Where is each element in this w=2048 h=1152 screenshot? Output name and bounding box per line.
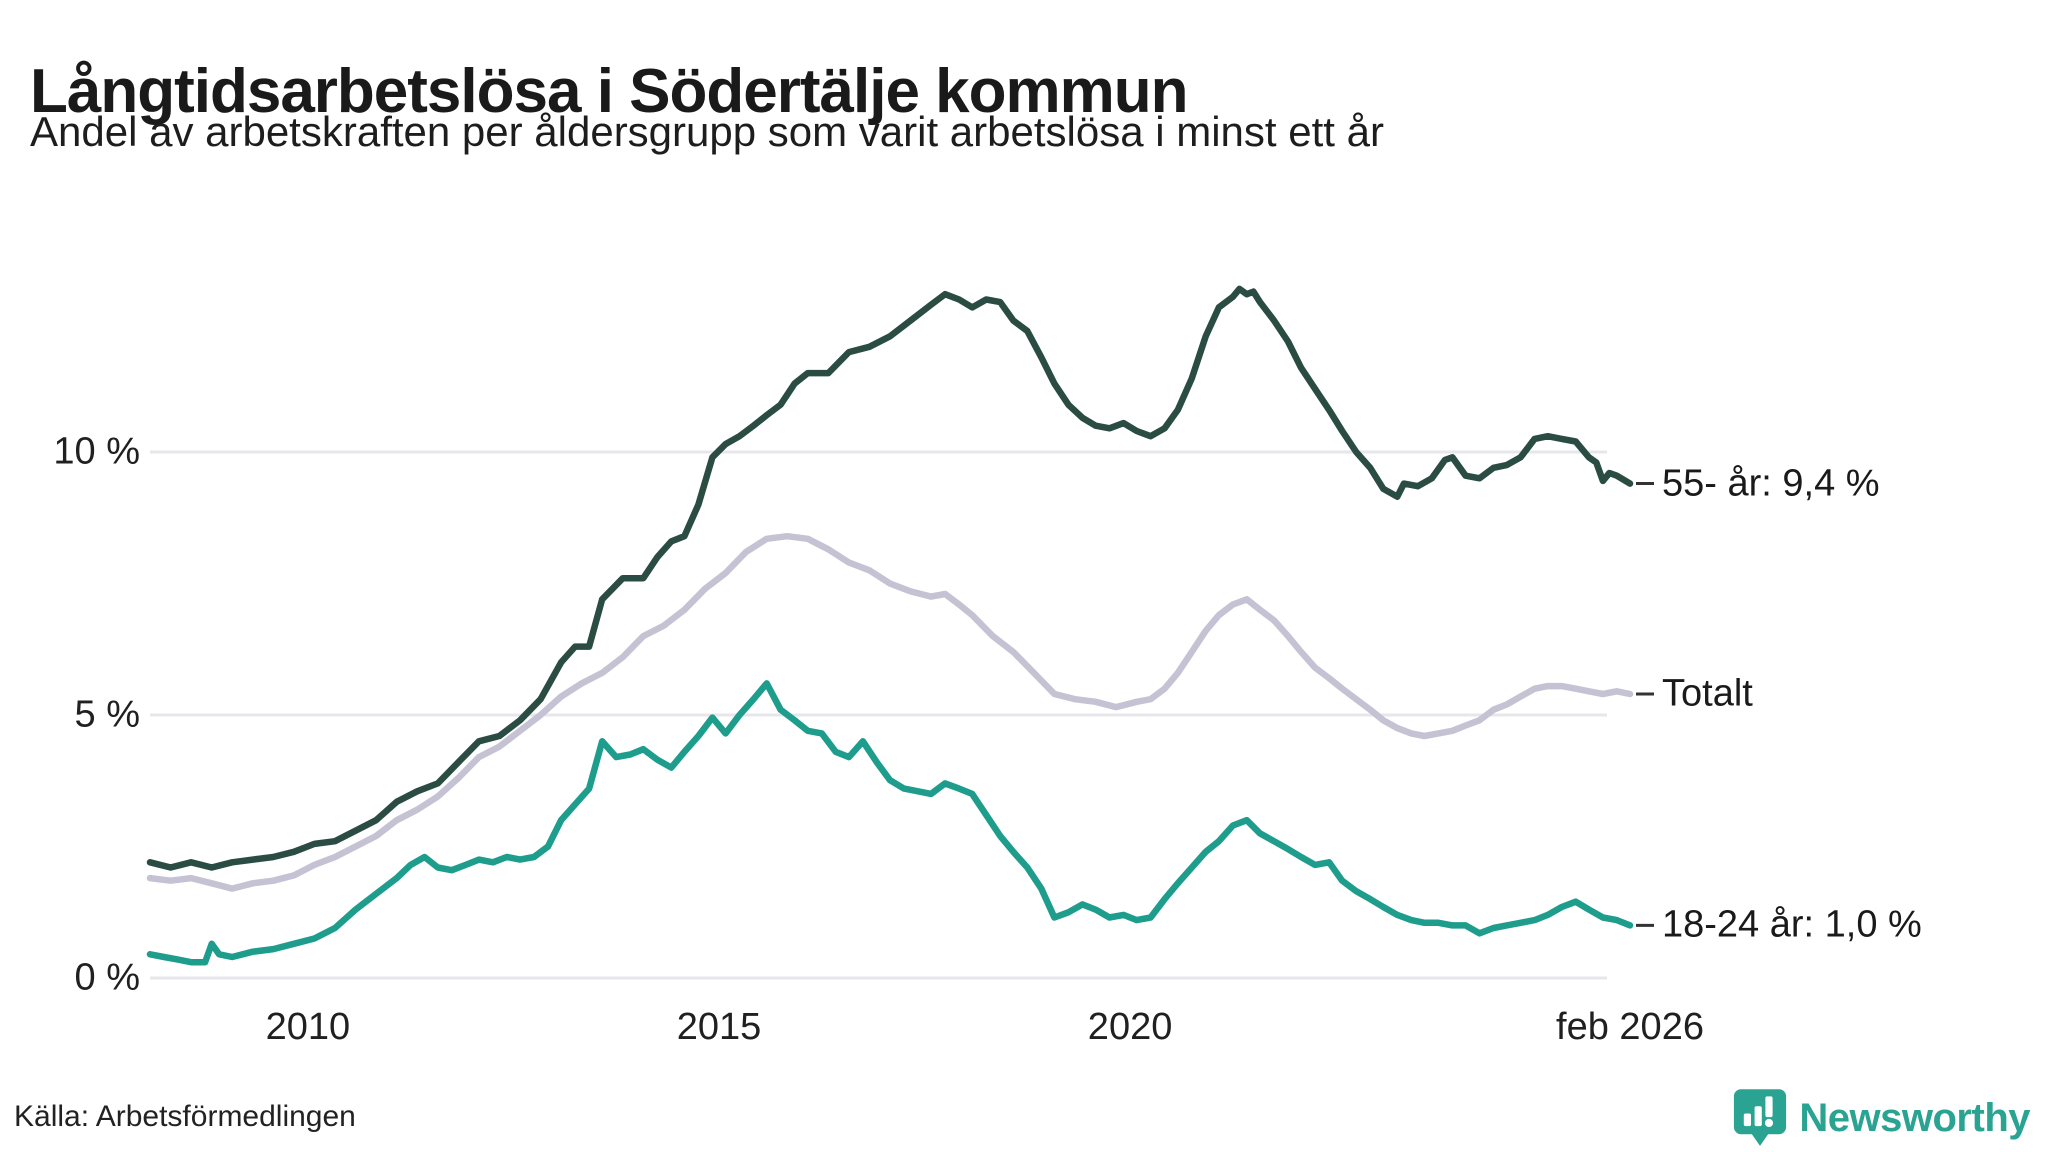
line-series-18-24 år xyxy=(146,680,1634,966)
x-tick-2010: 2010 xyxy=(265,1006,351,1048)
newsworthy-logo: Newsworthy xyxy=(1733,1088,2030,1148)
x-tick-2015: 2015 xyxy=(676,1006,762,1048)
y-tick-5: 5 % xyxy=(74,693,140,736)
line-series-55- år xyxy=(146,285,1634,871)
x-tick-2020: 2020 xyxy=(1087,1006,1173,1048)
page-subtitle: Andel av arbetskraften per åldersgrupp s… xyxy=(30,108,1384,155)
y-tick-10: 10 % xyxy=(53,430,140,473)
source-note: Källa: Arbetsförmedlingen xyxy=(14,1100,356,1133)
series-label-55-ar: 55- år: 9,4 % xyxy=(1662,462,1880,505)
line-series-Totalt xyxy=(146,532,1634,892)
y-tick-0: 0 % xyxy=(74,956,140,999)
x-tick-feb-2026: feb 2026 xyxy=(1556,1006,1704,1048)
series-label-18-24-ar: 18-24 år: 1,0 % xyxy=(1662,903,1922,946)
page-title: Långtidsarbetslösa i Södertälje kommun xyxy=(30,56,1188,126)
newsworthy-pin-barchart-icon xyxy=(1734,1089,1787,1146)
newsworthy-logo-text: Newsworthy xyxy=(1799,1095,2030,1140)
series-label-totalt: Totalt xyxy=(1662,672,1753,715)
